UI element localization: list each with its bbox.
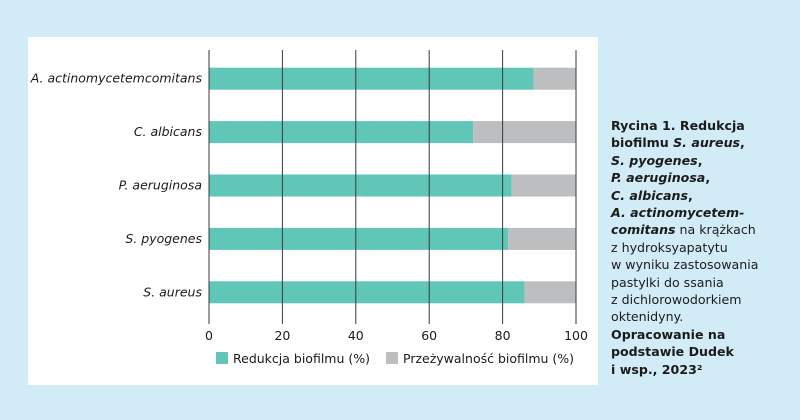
caption-line: Opracowanie na <box>611 326 726 342</box>
category-label: S. pyogenes <box>125 231 202 246</box>
caption-line: z dichlorowodorkiem <box>611 292 742 308</box>
stacked-bar-chart: A. actinomycetemcomitans C. albicans P. ae… <box>30 50 588 366</box>
caption-line: biofilmu S. aureus, <box>611 135 745 151</box>
caption-line: podstawie Dudek <box>611 344 734 360</box>
caption-line: oktenidyny. <box>611 309 684 325</box>
figure-caption: Rycina 1. Redukcja biofilmu S. aureus, S… <box>611 117 796 378</box>
bars-layer <box>209 67 576 304</box>
bar-survival-0 <box>533 67 576 90</box>
caption-line: S. pyogenes, <box>611 152 703 168</box>
caption-line: comitans na krążkach <box>611 222 756 238</box>
x-tick-label: 80 <box>495 328 511 343</box>
x-tick-label: 40 <box>348 328 364 343</box>
caption-line: z hydroksyapatytu <box>611 239 728 255</box>
caption-line: A. actinomycetem- <box>611 205 745 221</box>
x-tick-label: 100 <box>564 328 588 343</box>
bar-reduction-1 <box>209 121 474 144</box>
category-label: S. aureus <box>143 284 202 299</box>
bar-reduction-2 <box>209 174 512 197</box>
x-tick-label: 0 <box>205 328 213 343</box>
category-label: A. actinomycetemcomitans <box>30 71 203 86</box>
category-label: C. albicans <box>134 124 203 139</box>
caption-line: w wyniku zastosowania <box>611 257 759 273</box>
bar-survival-3 <box>508 227 576 250</box>
chart-panel: A. actinomycetemcomitans C. albicans P. ae… <box>28 37 598 385</box>
bar-survival-1 <box>473 121 576 144</box>
bar-reduction-3 <box>209 227 509 250</box>
bar-survival-2 <box>511 174 576 197</box>
legend: Redukcja biofilmu (%) Przeżywalność biofi… <box>216 351 574 366</box>
x-tick-label: 20 <box>274 328 290 343</box>
bar-survival-4 <box>524 281 576 304</box>
caption-line: Rycina 1. Redukcja <box>611 118 745 133</box>
caption-line: i wsp., 2023² <box>611 361 703 377</box>
bar-reduction-0 <box>209 67 534 90</box>
legend-swatch <box>216 352 228 364</box>
legend-label: Przeżywalność biofilmu (%) <box>403 351 574 366</box>
caption-line: C. albicans, <box>611 187 693 203</box>
legend-swatch <box>386 352 398 364</box>
x-tick-label: 60 <box>421 328 437 343</box>
x-tick-labels: 0 20 40 60 80 100 <box>205 328 588 343</box>
bar-reduction-4 <box>209 281 525 304</box>
grid-layer <box>208 50 577 324</box>
category-label: P. aeruginosa <box>119 178 202 193</box>
caption-line: pastylki do ssania <box>611 274 724 290</box>
category-labels: A. actinomycetemcomitans C. albicans P. ae… <box>30 71 203 300</box>
caption-line: P. aeruginosa, <box>611 170 711 186</box>
legend-label: Redukcja biofilmu (%) <box>233 351 370 366</box>
